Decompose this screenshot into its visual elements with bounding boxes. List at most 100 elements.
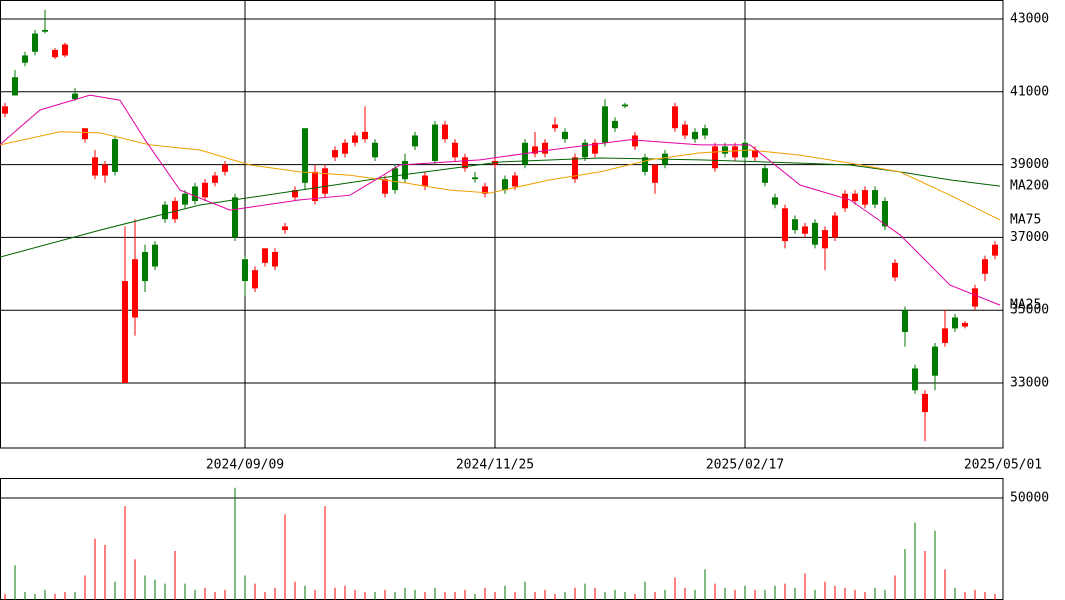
y-tick-label: 35000	[1010, 303, 1049, 318]
candle-body	[812, 222, 818, 245]
legend-label: MA75	[1010, 212, 1041, 227]
candle-body	[642, 157, 648, 172]
candle-body	[122, 281, 128, 383]
candle-body	[332, 150, 338, 158]
candle-body	[262, 248, 268, 263]
candle-body	[292, 190, 298, 198]
x-tick-label: 2025/05/01	[964, 458, 1042, 473]
candle-body	[682, 124, 688, 136]
candle-body	[932, 346, 938, 376]
candle-body	[572, 157, 578, 180]
moving-average-line	[0, 94, 1001, 306]
candle-body	[622, 104, 628, 107]
candle-body	[692, 131, 698, 140]
candle-body	[342, 142, 348, 154]
candle-body	[432, 124, 438, 161]
candle-body	[352, 135, 358, 143]
candle-body	[142, 251, 148, 282]
candle-body	[282, 226, 288, 231]
candle-body	[102, 164, 108, 176]
candle-body	[112, 139, 118, 172]
candle-body	[652, 164, 658, 183]
candle-body	[182, 193, 188, 205]
candle-body	[472, 177, 478, 180]
candle-body	[842, 193, 848, 209]
candle-body	[312, 171, 318, 201]
x-tick-label: 2024/09/09	[206, 458, 284, 473]
candle-body	[822, 230, 828, 249]
y-tick-label: 50000	[1010, 490, 1049, 505]
candle-body	[172, 200, 178, 220]
candle-body	[152, 244, 158, 267]
candle-body	[982, 259, 988, 274]
candle-body	[372, 142, 378, 158]
moving-average-line	[0, 157, 1001, 258]
y-tick-label: 43000	[1010, 12, 1049, 27]
candle-body	[252, 270, 258, 289]
candle-body	[302, 128, 308, 183]
candle-body	[922, 393, 928, 413]
candle-body	[22, 55, 28, 63]
candle-body	[722, 146, 728, 154]
candle-body	[532, 146, 538, 154]
candle-body	[602, 106, 608, 143]
candle-body	[912, 368, 918, 391]
candle-body	[422, 175, 428, 187]
candle-body	[222, 164, 228, 172]
candle-body	[192, 186, 198, 201]
candle-body	[462, 157, 468, 169]
legend-label: MA25	[1010, 298, 1041, 313]
candle-body	[482, 186, 488, 194]
candle-body	[882, 200, 888, 227]
candle-body	[42, 29, 48, 32]
candle-body	[412, 135, 418, 147]
candle-body	[242, 259, 248, 282]
candle-body	[672, 106, 678, 129]
candle-body	[782, 208, 788, 242]
candle-body	[592, 142, 598, 154]
y-tick-label: 33000	[1010, 375, 1049, 390]
candle-body	[792, 219, 798, 231]
candle-body	[892, 262, 898, 278]
candle-body	[762, 168, 768, 183]
candle-body	[442, 124, 448, 140]
volume-frame	[0, 478, 1004, 600]
y-tick-label: 41000	[1010, 84, 1049, 99]
moving-average-line	[0, 131, 1001, 221]
candle-body	[702, 128, 708, 136]
candle-body	[162, 204, 168, 220]
candle-body	[632, 135, 638, 147]
candle-body	[542, 142, 548, 154]
candle-body	[612, 120, 618, 129]
candle-body	[202, 182, 208, 198]
candle-body	[32, 33, 38, 52]
y-tick-label: 39000	[1010, 157, 1049, 172]
candle-body	[322, 168, 328, 194]
candle-body	[402, 160, 408, 180]
candle-body	[832, 215, 838, 238]
candle-body	[712, 146, 718, 169]
candle-body	[62, 44, 68, 56]
candle-body	[862, 190, 868, 205]
x-tick-label: 2025/02/17	[706, 458, 784, 473]
y-tick-label: 37000	[1010, 230, 1049, 245]
candle-body	[772, 197, 778, 205]
candle-body	[852, 193, 858, 201]
candle-body	[942, 328, 948, 343]
candle-body	[972, 288, 978, 307]
x-tick-label: 2024/11/25	[456, 458, 534, 473]
candle-body	[212, 175, 218, 183]
legend-label: MA200	[1010, 179, 1049, 194]
candle-body	[52, 49, 58, 58]
candle-body	[82, 128, 88, 140]
candle-body	[392, 168, 398, 191]
candle-body	[992, 244, 998, 256]
candle-body	[582, 142, 588, 158]
candle-body	[502, 179, 508, 191]
candle-body	[232, 197, 238, 238]
candle-body	[12, 77, 18, 96]
candle-body	[552, 124, 558, 129]
candle-body	[2, 106, 8, 114]
